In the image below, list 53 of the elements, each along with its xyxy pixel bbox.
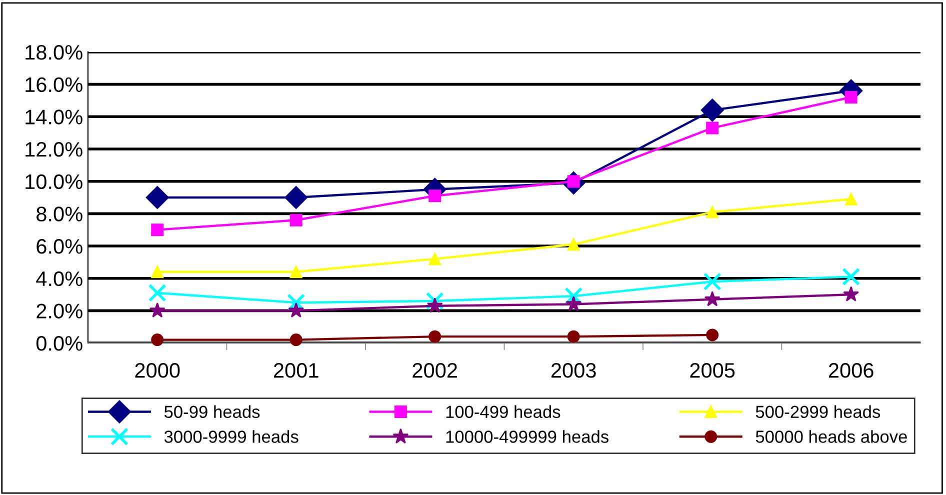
y-tick-label: 0.0% — [36, 336, 82, 351]
point — [151, 224, 164, 236]
legend-label: 100-499 heads — [446, 405, 560, 418]
point — [564, 287, 583, 306]
point — [843, 286, 860, 302]
point — [426, 292, 444, 310]
y-tick-label: 4.0% — [36, 271, 82, 286]
point — [290, 334, 302, 346]
point — [287, 294, 306, 312]
y-tick-label: 6.0% — [36, 239, 82, 254]
point — [290, 266, 302, 278]
legend-label: 50-99 heads — [164, 405, 260, 418]
y-tick-label: 14.0% — [26, 110, 82, 124]
x-tick-label: 2005 — [690, 363, 735, 378]
y-tick-label: 8.0% — [36, 206, 82, 222]
y-tick-label: 10.0% — [26, 174, 82, 190]
point — [567, 330, 580, 343]
point — [428, 190, 442, 202]
y-tick-label: 16.0% — [26, 77, 82, 92]
point — [842, 268, 860, 286]
point — [844, 192, 858, 206]
point — [844, 91, 858, 104]
x-tick-label: 2000 — [135, 363, 180, 378]
point — [151, 334, 164, 346]
x-tick-label: 2003 — [551, 363, 596, 378]
point — [290, 214, 302, 226]
point — [284, 186, 308, 210]
y-tick-label: 18.0% — [26, 44, 82, 60]
x-tick-label: 2001 — [274, 363, 318, 378]
point — [567, 238, 580, 251]
point — [700, 98, 724, 122]
point — [428, 252, 442, 266]
point — [428, 330, 442, 343]
y-tick-label: 12.0% — [26, 142, 82, 157]
point — [148, 284, 166, 302]
legend-label: 50000 heads above — [756, 430, 907, 443]
point — [704, 291, 720, 306]
point — [703, 272, 722, 291]
point — [706, 328, 719, 342]
point — [146, 186, 169, 210]
point — [151, 266, 164, 278]
point — [288, 302, 304, 318]
point — [149, 302, 166, 318]
legend-label: 10000-499999 heads — [446, 430, 608, 443]
point — [566, 296, 582, 312]
point — [706, 206, 719, 218]
point — [426, 298, 443, 313]
point — [706, 122, 719, 134]
legend-label: 3000-9999 heads — [164, 430, 298, 443]
x-tick-label: 2002 — [412, 363, 457, 378]
y-tick-label: 2.0% — [36, 304, 82, 318]
x-tick-label: 2006 — [828, 363, 874, 378]
legend-label: 500-2999 heads — [756, 405, 880, 418]
